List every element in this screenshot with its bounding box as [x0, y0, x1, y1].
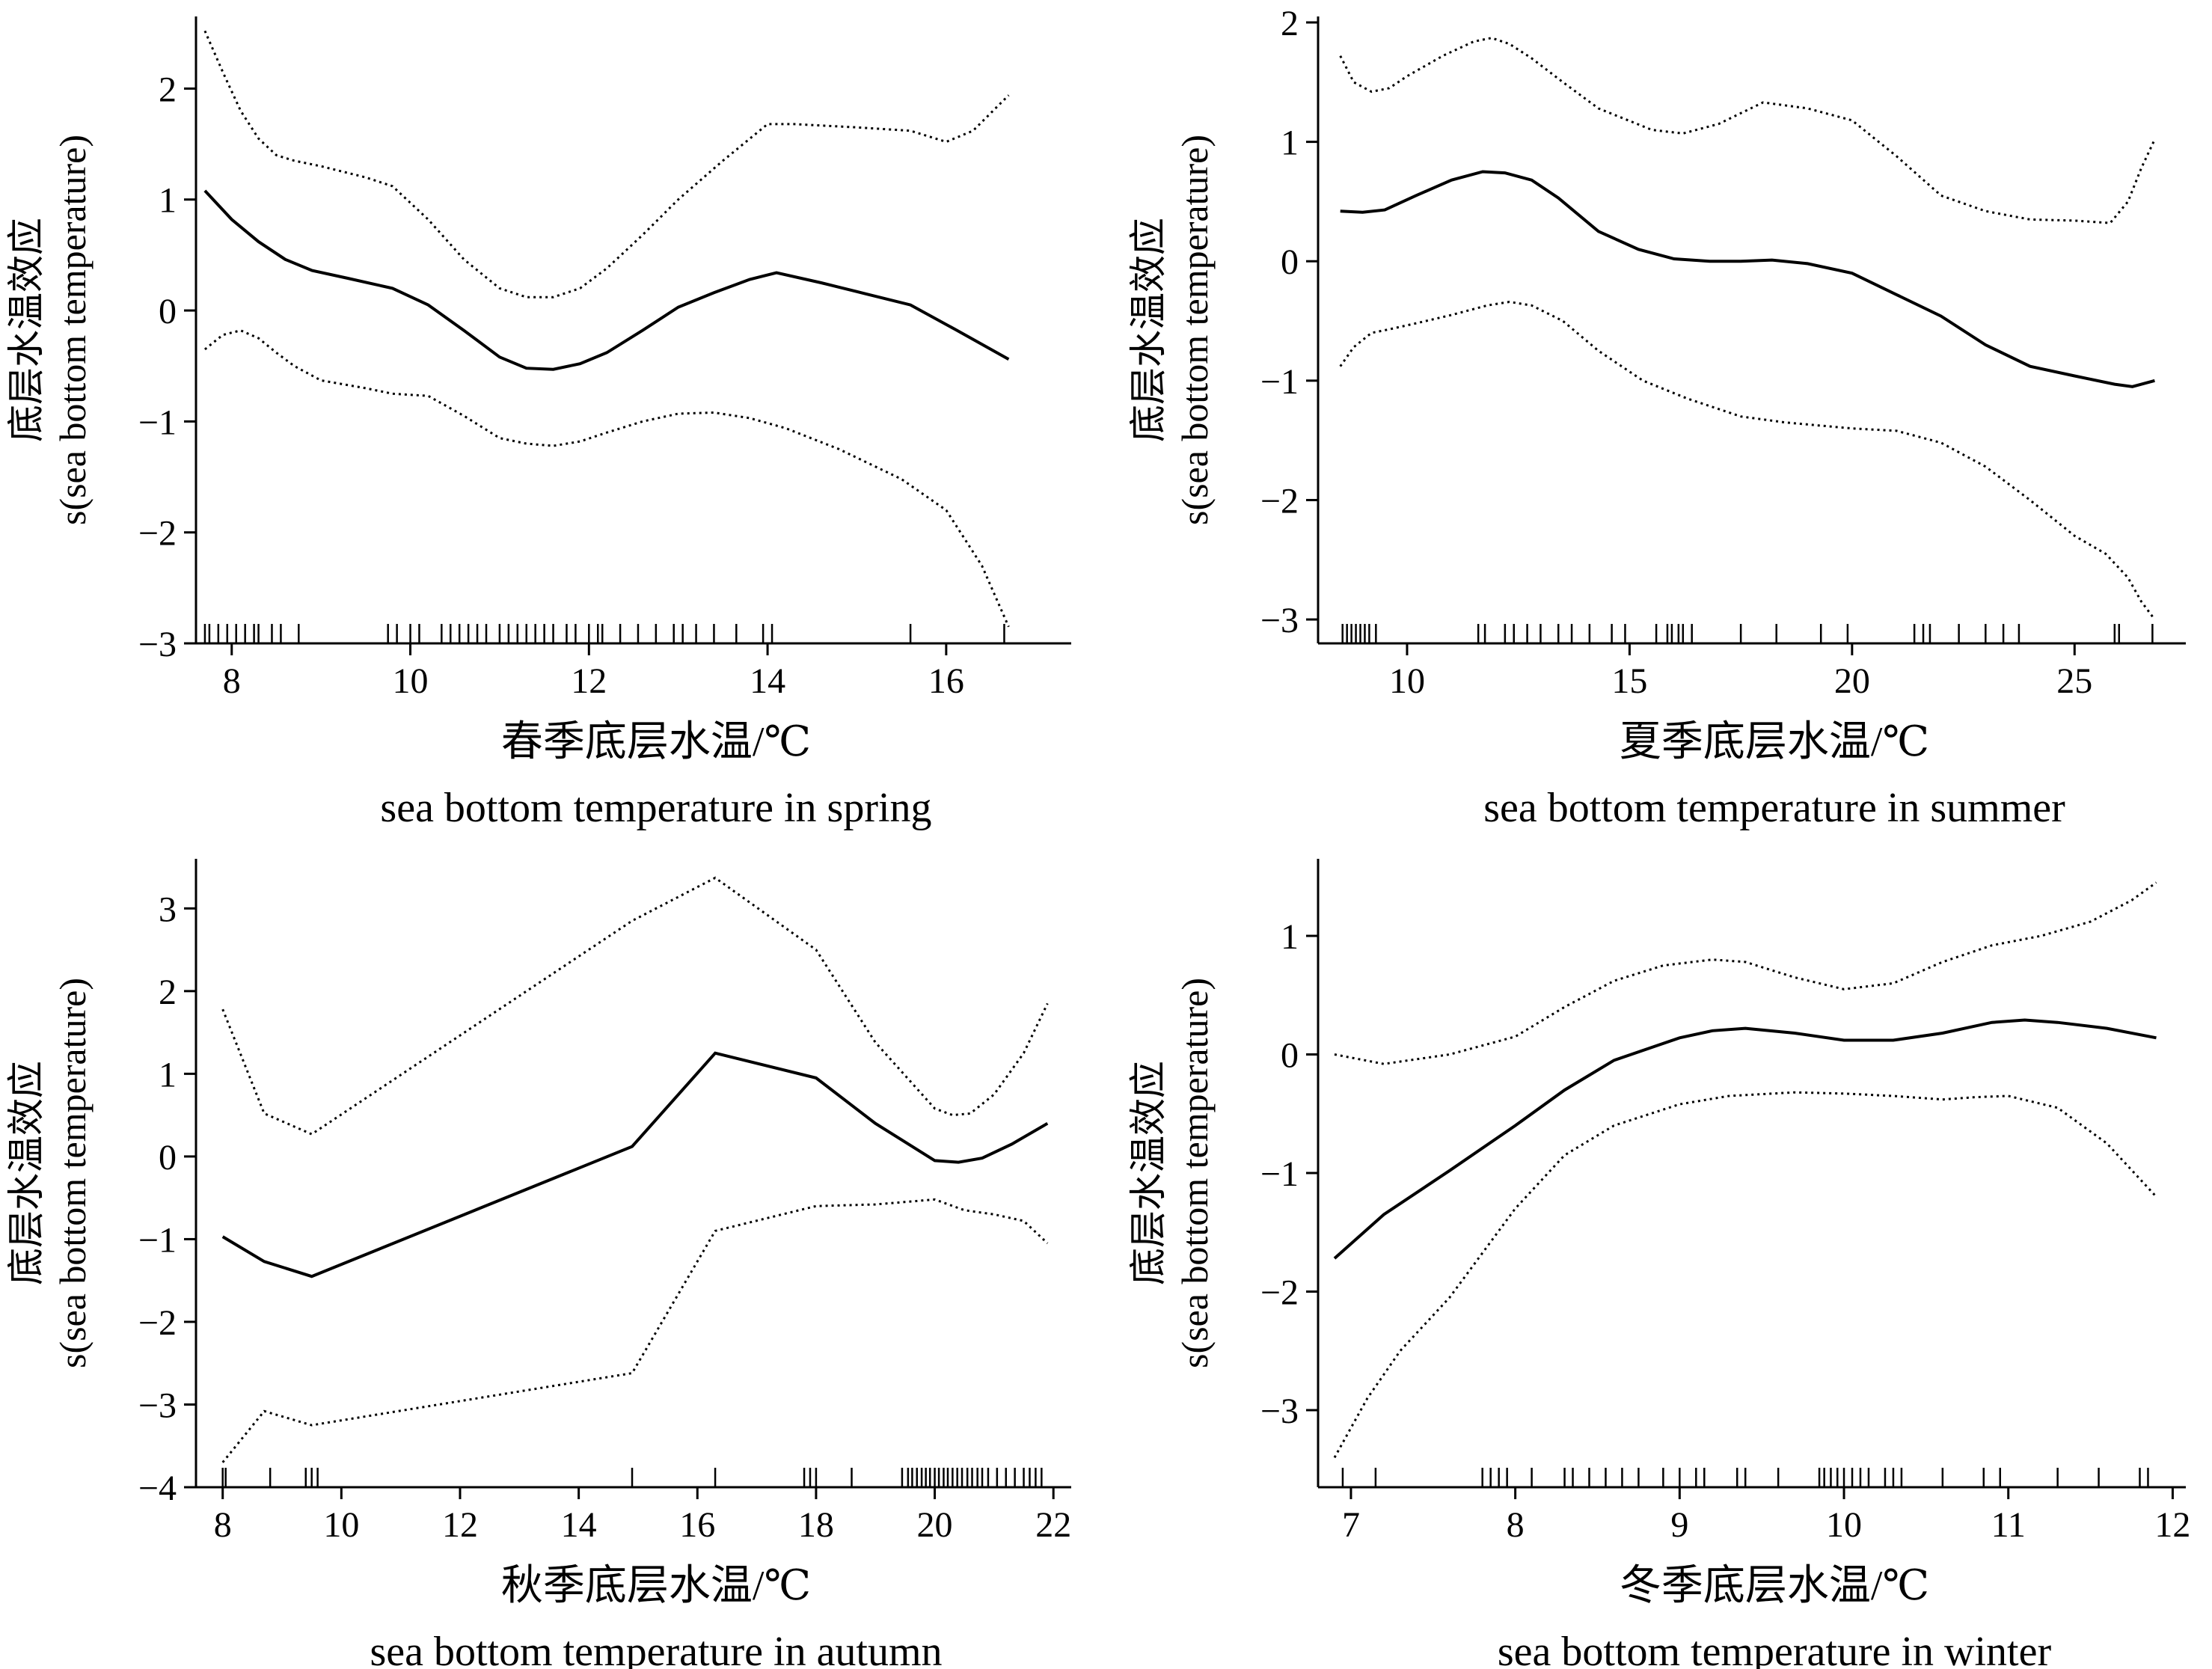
y-tick-label: −2: [138, 1303, 177, 1343]
y-tick-label: 2: [159, 973, 177, 1012]
y-tick-label: −1: [1260, 362, 1299, 402]
y-tick-label: −2: [138, 514, 177, 554]
x-tick-label: 18: [798, 1505, 834, 1545]
y-tick-label: 0: [1281, 242, 1299, 282]
y-tick-label: 0: [159, 292, 177, 331]
x-tick-label: 11: [1991, 1505, 2026, 1545]
x-axis-label-en: sea bottom temperature in spring: [380, 785, 931, 831]
y-tick-label: −4: [138, 1469, 177, 1508]
confidence-band-line: [221, 1198, 1049, 1463]
smooth-effect-line: [203, 189, 1010, 371]
y-axis-label-cn: 底层水温效应: [5, 1061, 47, 1285]
x-tick-label: 8: [1507, 1505, 1525, 1545]
x-tick-label: 15: [1611, 661, 1647, 701]
y-axis-label-en: s(sea bottom temperature): [1174, 135, 1216, 525]
confidence-band-line: [203, 329, 1010, 628]
y-tick-label: 1: [1281, 917, 1299, 957]
x-axis-label-en: sea bottom temperature in summer: [1483, 785, 2065, 831]
y-tick-label: 0: [1281, 1036, 1299, 1076]
y-tick-label: 0: [159, 1138, 177, 1178]
x-tick-label: 10: [1389, 661, 1425, 701]
y-tick-label: 3: [159, 889, 177, 929]
y-tick-label: −1: [1260, 1154, 1299, 1194]
x-tick-label: 20: [1834, 661, 1870, 701]
x-tick-label: 25: [2056, 661, 2092, 701]
y-tick-label: 2: [159, 70, 177, 109]
y-tick-label: −3: [1260, 601, 1299, 640]
y-axis-label-en: s(sea bottom temperature): [52, 135, 94, 525]
x-tick-label: 22: [1035, 1505, 1071, 1545]
y-tick-label: 1: [159, 181, 177, 221]
y-tick-label: −2: [1260, 1273, 1299, 1312]
y-tick-label: −2: [1260, 481, 1299, 521]
y-tick-label: 2: [1281, 4, 1299, 43]
y-tick-label: −3: [138, 625, 177, 664]
y-axis-label-en: s(sea bottom temperature): [52, 978, 94, 1368]
x-tick-label: 10: [323, 1505, 359, 1545]
y-tick-label: −3: [1260, 1391, 1299, 1431]
panel-winter: 7 8 9 10 11 12 −3 −2 −1 0 1 冬季底层水温/℃ sea bottom temp…: [1127, 859, 2190, 1669]
x-axis-label-cn: 秋季底层水温/℃: [501, 1563, 811, 1609]
x-tick-label: 10: [1826, 1505, 1862, 1545]
x-tick-label: 12: [2154, 1505, 2190, 1545]
panel-summer: 10 15 20 25 −3 −2 −1 0 1 2 夏季底层水温/℃ sea bottom temp…: [1127, 4, 2186, 831]
x-tick-label: 20: [917, 1505, 953, 1545]
y-axis-label-cn: 底层水温效应: [1127, 1061, 1169, 1285]
x-axis-label-cn: 春季底层水温/℃: [501, 719, 811, 765]
x-tick-label: 10: [393, 661, 429, 701]
y-tick-label: −1: [138, 1220, 177, 1260]
confidence-band-line: [1339, 37, 2156, 224]
y-tick-label: 1: [1281, 123, 1299, 163]
y-tick-label: 1: [159, 1055, 177, 1094]
confidence-band-line: [203, 30, 1010, 298]
x-axis-label-cn: 夏季底层水温/℃: [1620, 719, 1929, 765]
x-tick-label: 8: [214, 1505, 232, 1545]
confidence-band-line: [1334, 881, 2157, 1065]
y-axis-label-cn: 底层水温效应: [5, 218, 47, 442]
smooth-effect-line: [221, 1051, 1049, 1278]
confidence-band-line: [1339, 300, 2156, 620]
x-tick-label: 8: [223, 661, 241, 701]
y-axis-label-en: s(sea bottom temperature): [1174, 978, 1216, 1368]
x-tick-label: 16: [928, 661, 964, 701]
y-tick-label: −1: [138, 402, 177, 442]
x-tick-label: 16: [679, 1505, 715, 1545]
y-tick-label: −3: [138, 1385, 177, 1425]
x-axis-label-en: sea bottom temperature in winter: [1498, 1629, 2052, 1669]
confidence-band-line: [221, 876, 1049, 1136]
x-axis-label-en: sea bottom temperature in autumn: [370, 1629, 942, 1669]
x-tick-label: 9: [1670, 1505, 1688, 1545]
x-tick-label: 12: [442, 1505, 478, 1545]
x-tick-label: 12: [571, 661, 607, 701]
x-tick-label: 14: [561, 1505, 597, 1545]
x-axis-label-cn: 冬季底层水温/℃: [1620, 1563, 1929, 1609]
confidence-band-line: [1333, 1091, 2157, 1459]
smooth-effect-line: [1340, 170, 2155, 388]
x-tick-label: 7: [1342, 1505, 1360, 1545]
smooth-effect-line: [1333, 1018, 2157, 1260]
y-axis-label-cn: 底层水温效应: [1127, 218, 1169, 442]
x-tick-label: 14: [750, 661, 785, 701]
